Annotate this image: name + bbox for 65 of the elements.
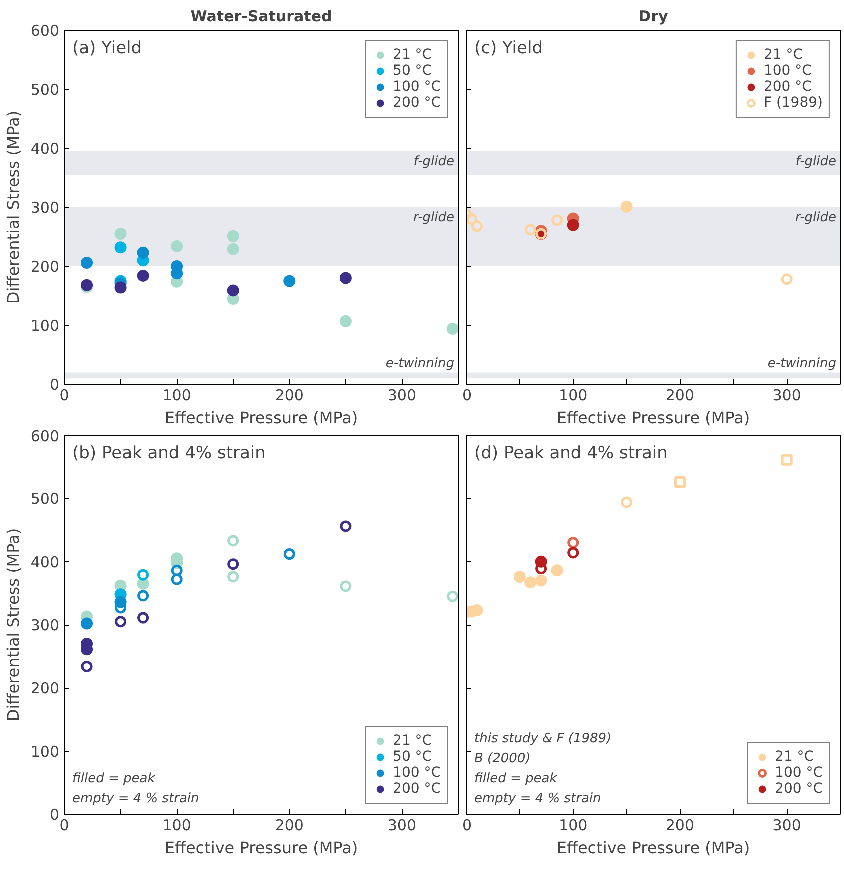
chart-title: Dry	[638, 8, 669, 26]
x-tick-label: 200	[275, 386, 304, 404]
legend-label: 21 °C	[393, 733, 432, 749]
annotation: this study & F (1989)	[474, 732, 612, 746]
legend-label: 21 °C	[775, 749, 814, 765]
y-tick-label: 600	[30, 22, 60, 40]
annotation: filled = peak	[474, 772, 558, 786]
annotation: filled = peak	[72, 772, 156, 786]
x-axis-title: Effective Pressure (MPa)	[164, 408, 358, 428]
legend-label: 100 °C	[764, 63, 812, 79]
x-tick-label: 100	[559, 386, 588, 404]
legend-label: 21 °C	[764, 47, 803, 63]
band-label: f-glide	[796, 154, 836, 170]
y-tick-label: 600	[30, 428, 60, 446]
annotation: empty = 4 % strain	[474, 792, 602, 806]
band-label: f-glide	[414, 154, 454, 170]
annotation: (c) Yield	[474, 38, 543, 58]
legend-label: 100 °C	[393, 79, 441, 95]
annotation: (a) Yield	[72, 38, 142, 58]
band-label: e-twinning	[386, 356, 455, 372]
y-tick-label: 200	[30, 680, 60, 698]
y-axis-title: Differential Stress (MPa)	[4, 528, 23, 722]
chart-title: Water-Saturated	[190, 8, 332, 26]
legend-label: 200 °C	[775, 781, 823, 797]
legend-label: F (1989)	[764, 95, 823, 111]
x-tick-label: 0	[462, 816, 472, 834]
annotation: (d) Peak and 4% strain	[474, 444, 668, 464]
y-tick-label: 200	[30, 258, 60, 276]
legend-label: 200 °C	[764, 79, 812, 95]
x-tick-label: 200	[275, 816, 304, 834]
band-label: e-twinning	[768, 356, 837, 372]
y-axis-title: Differential Stress (MPa)	[4, 110, 23, 304]
legend-label: 50 °C	[393, 749, 432, 765]
annotation: B (2000)	[474, 752, 531, 766]
legend-label: 21 °C	[393, 47, 432, 63]
y-tick-label: 400	[30, 140, 60, 158]
legend-label: 200 °C	[393, 781, 441, 797]
x-tick-label: 200	[666, 816, 695, 834]
x-axis-title: Effective Pressure (MPa)	[556, 408, 750, 428]
x-axis-title: Effective Pressure (MPa)	[164, 838, 358, 858]
x-tick-label: 300	[388, 386, 417, 404]
annotation: empty = 4 % strain	[72, 792, 200, 806]
y-tick-label: 400	[30, 553, 60, 572]
legend-label: 50 °C	[393, 63, 432, 79]
y-tick-label: 500	[30, 490, 60, 508]
y-tick-label: 100	[30, 742, 60, 761]
band-label: r-glide	[795, 210, 837, 226]
x-tick-label: 100	[559, 816, 588, 834]
y-tick-label: 300	[30, 616, 60, 634]
band-label: r-glide	[413, 210, 455, 226]
annotation: (b) Peak and 4% strain	[72, 444, 266, 464]
x-tick-label: 300	[772, 386, 802, 404]
x-tick-label: 300	[388, 816, 417, 834]
x-tick-label: 100	[162, 386, 192, 404]
legend-label: 200 °C	[393, 95, 441, 111]
legend-label: 100 °C	[775, 765, 823, 781]
x-tick-label: 0	[462, 386, 472, 404]
x-tick-label: 300	[772, 816, 802, 834]
y-tick-label: 100	[30, 317, 60, 335]
legend-label: 100 °C	[393, 765, 441, 781]
x-tick-label: 100	[162, 816, 192, 834]
y-tick-label: 300	[30, 199, 60, 217]
x-tick-label: 200	[666, 386, 695, 404]
y-tick-label: 500	[30, 81, 60, 99]
x-axis-title: Effective Pressure (MPa)	[556, 838, 750, 858]
